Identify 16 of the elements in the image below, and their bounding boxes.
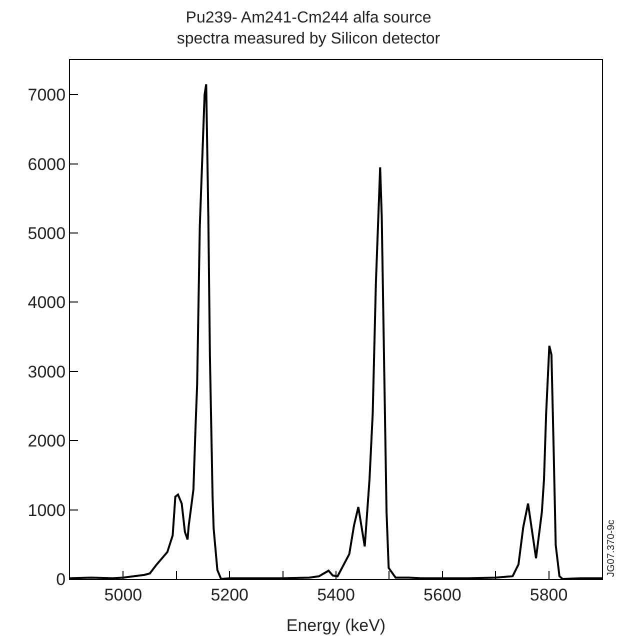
x-tick-label: 5400 <box>317 585 355 604</box>
text: JG07.370-9c <box>606 520 617 577</box>
x-axis-title: Energy (keV) <box>286 616 386 635</box>
y-tick-label: 5000 <box>28 224 66 243</box>
y-tick-label: 2000 <box>28 432 66 451</box>
x-tick-label: 5000 <box>104 585 142 604</box>
y-tick-label: 6000 <box>28 154 66 174</box>
chart-title: Pu239- Am241-Cm244 alfa source spectra measured by Silicon detector <box>176 10 441 48</box>
y-tick-label: 7000 <box>28 86 66 105</box>
y-tick-label: 3000 <box>28 362 66 382</box>
y-tick-label: 4000 <box>28 293 66 312</box>
y-tick-label: 0 <box>56 570 66 589</box>
x-tick-label: 5200 <box>210 585 249 604</box>
y-tick-label: 1000 <box>28 500 66 520</box>
x-tick-label: 5800 <box>530 585 568 604</box>
x-tick-label: 5600 <box>423 585 462 604</box>
